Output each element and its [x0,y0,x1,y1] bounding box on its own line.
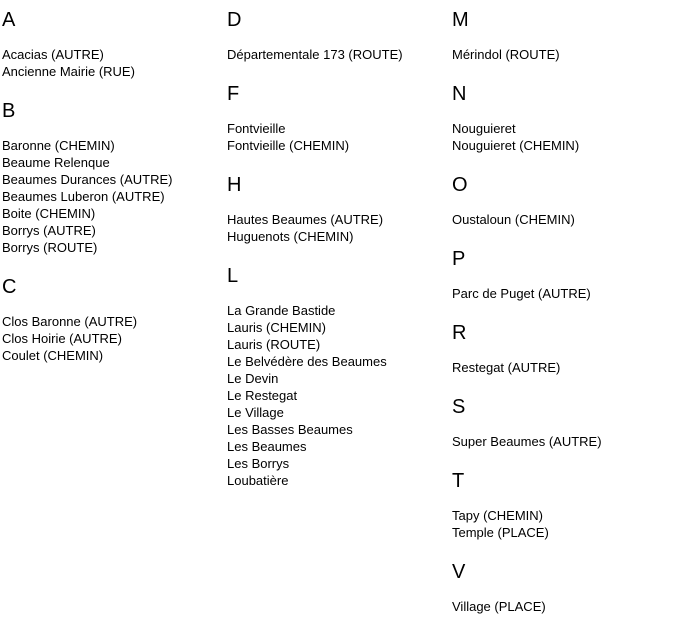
letter-section-n: N Nouguieret Nouguieret (CHEMIN) [452,82,675,154]
entry-list: Clos Baronne (AUTRE) Clos Hoirie (AUTRE) C… [2,313,227,364]
street-entry: Village (PLACE) [452,599,546,614]
street-entry: Clos Hoirie (AUTRE) [2,331,122,346]
letter-section-p: P Parc de Puget (AUTRE) [452,247,675,302]
street-entry: Tapy (CHEMIN) [452,508,544,523]
letter-section-h: H Hautes Beaumes (AUTRE) Huguenots (CHEMIN… [227,173,452,245]
letter-heading-l: L [227,265,239,287]
street-entry: Coulet (CHEMIN) [2,348,104,363]
street-entry: Loubatière [227,473,289,488]
street-entry: Nouguieret [452,121,516,136]
street-entry: Mérindol (ROUTE) [452,47,560,62]
letter-section-f: F Fontvieille Fontvieille (CHEMIN) [227,82,452,154]
street-entry: Parc de Puget (AUTRE) [452,286,591,301]
street-entry: Clos Baronne (AUTRE) [2,314,138,329]
letter-heading-v: V [452,561,466,583]
entry-list: Parc de Puget (AUTRE) [452,285,675,302]
letter-heading-f: F [227,83,240,105]
letter-section-a: A Acacias (AUTRE) Ancienne Mairie (RUE) [2,8,227,80]
letter-heading-a: A [2,9,16,31]
entry-list: Départementale 173 (ROUTE) [227,46,452,63]
letter-heading-r: R [452,322,467,344]
entry-list: Oustaloun (CHEMIN) [452,211,675,228]
entry-list: Nouguieret Nouguieret (CHEMIN) [452,120,675,154]
entry-list: La Grande Bastide Lauris (CHEMIN) Lauris (… [227,302,452,489]
street-entry: Baronne (CHEMIN) [2,138,115,153]
entry-list: Restegat (AUTRE) [452,359,675,376]
street-entry: Super Beaumes (AUTRE) [452,434,602,449]
street-entry: Le Belvédère des Beaumes [227,354,387,369]
letter-section-l: L La Grande Bastide Lauris (CHEMIN) Lauris … [227,264,452,489]
street-entry: Fontvieille [227,121,286,136]
street-entry: Huguenots (CHEMIN) [227,229,354,244]
street-entry: Les Beaumes [227,439,307,454]
street-entry: Beaumes Luberon (AUTRE) [2,189,165,204]
entry-list: Super Beaumes (AUTRE) [452,433,675,450]
letter-heading-n: N [452,83,467,105]
street-entry: Ancienne Mairie (RUE) [2,64,135,79]
letter-heading-m: M [452,9,469,31]
letter-heading-c: C [2,276,17,298]
street-entry: Beaume Relenque [2,155,110,170]
entry-list: Acacias (AUTRE) Ancienne Mairie (RUE) [2,46,227,80]
street-entry: Nouguieret (CHEMIN) [452,138,580,153]
street-entry: Borrys (ROUTE) [2,240,98,255]
letter-section-s: S Super Beaumes (AUTRE) [452,395,675,450]
street-entry: Oustaloun (CHEMIN) [452,212,575,227]
index-column-1: A Acacias (AUTRE) Ancienne Mairie (RUE) B Ba… [2,8,227,383]
letter-section-c: C Clos Baronne (AUTRE) Clos Hoirie (AUTRE)… [2,275,227,364]
street-entry: Restegat (AUTRE) [452,360,561,375]
letter-section-b: B Baronne (CHEMIN) Beaume Relenque Beaumes … [2,99,227,256]
letter-section-m: M Mérindol (ROUTE) [452,8,675,63]
street-entry: Acacias (AUTRE) [2,47,104,62]
letter-section-t: T Tapy (CHEMIN) Temple (PLACE) [452,469,675,541]
entry-list: Tapy (CHEMIN) Temple (PLACE) [452,507,675,541]
street-entry: Le Restegat [227,388,298,403]
street-entry: Fontvieille (CHEMIN) [227,138,350,153]
street-entry: Lauris (ROUTE) [227,337,321,352]
letter-section-v: V Village (PLACE) [452,560,675,615]
street-entry: Hautes Beaumes (AUTRE) [227,212,384,227]
index-column-2: D Départementale 173 (ROUTE) F Fontvieille F… [227,8,452,508]
street-entry: Temple (PLACE) [452,525,549,540]
street-entry: Les Borrys [227,456,290,471]
letter-heading-p: P [452,248,466,270]
letter-section-d: D Départementale 173 (ROUTE) [227,8,452,63]
letter-heading-o: O [452,174,468,196]
entry-list: Mérindol (ROUTE) [452,46,675,63]
street-entry: Lauris (CHEMIN) [227,320,326,335]
entry-list: Baronne (CHEMIN) Beaume Relenque Beaumes D… [2,137,227,256]
street-entry: Les Basses Beaumes [227,422,353,437]
letter-heading-d: D [227,9,242,31]
entry-list: Village (PLACE) [452,598,675,615]
street-entry: Boite (CHEMIN) [2,206,96,221]
letter-section-o: O Oustaloun (CHEMIN) [452,173,675,228]
letter-heading-h: H [227,174,242,196]
street-entry: Borrys (AUTRE) [2,223,96,238]
street-entry: Beaumes Durances (AUTRE) [2,172,173,187]
street-entry: Départementale 173 (ROUTE) [227,47,403,62]
index-column-3: M Mérindol (ROUTE) N Nouguieret Nouguieret (… [452,8,675,634]
entry-list: Fontvieille Fontvieille (CHEMIN) [227,120,452,154]
street-entry: La Grande Bastide [227,303,336,318]
letter-heading-b: B [2,100,16,122]
street-entry: Le Village [227,405,284,420]
entry-list: Hautes Beaumes (AUTRE) Huguenots (CHEMIN) [227,211,452,245]
letter-section-r: R Restegat (AUTRE) [452,321,675,376]
street-entry: Le Devin [227,371,279,386]
street-index: A Acacias (AUTRE) Ancienne Mairie (RUE) B Ba… [2,8,675,634]
letter-heading-s: S [452,396,466,418]
letter-heading-t: T [452,470,465,492]
